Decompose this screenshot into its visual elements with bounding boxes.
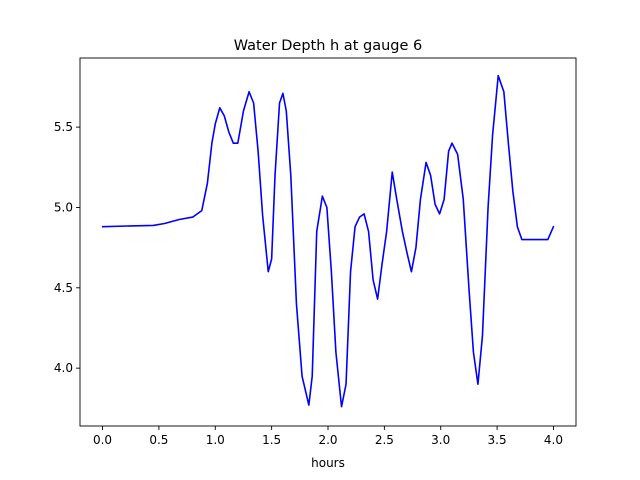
y-tick-label: 5.5: [54, 120, 73, 134]
chart-title: Water Depth h at gauge 6: [234, 38, 422, 54]
x-tick-label: 0.5: [149, 433, 168, 447]
x-tick-label: 1.5: [262, 433, 281, 447]
x-tick-label: 3.0: [431, 433, 450, 447]
x-tick-label: 3.5: [488, 433, 507, 447]
y-tick-label: 5.0: [54, 200, 73, 214]
y-tick-label: 4.5: [54, 281, 73, 295]
x-axis-label: hours: [311, 456, 345, 470]
x-tick-label: 1.0: [206, 433, 225, 447]
x-tick-label: 2.5: [375, 433, 394, 447]
x-tick-label: 2.0: [318, 433, 337, 447]
plot-area: 0.0 0.5 1.0 1.5 2.0 2.5 3.0 3.5 4.0 4.0 4.5 5.0 5.5: [54, 57, 577, 447]
x-tick-label: 0.0: [93, 433, 112, 447]
series-line-1: [101, 74, 555, 408]
x-tick-label: 4.0: [544, 433, 563, 447]
y-tick-label: 4.0: [54, 361, 73, 375]
